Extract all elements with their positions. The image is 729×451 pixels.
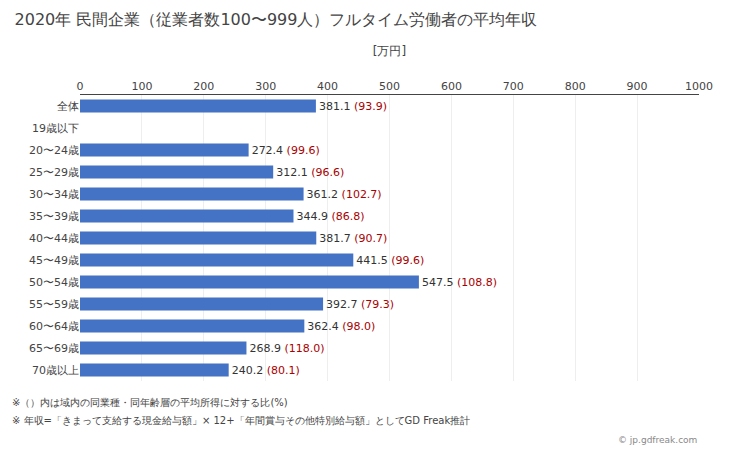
svg-text:40〜44歳: 40〜44歳: [29, 232, 79, 245]
svg-text:312.1 (96.6): 312.1 (96.6): [276, 166, 344, 179]
svg-text:900: 900: [627, 80, 648, 93]
svg-text:19歳以下: 19歳以下: [32, 122, 79, 135]
svg-text:55〜59歳: 55〜59歳: [29, 298, 79, 311]
svg-text:300: 300: [255, 80, 276, 93]
svg-text:362.4 (98.0): 362.4 (98.0): [307, 320, 375, 333]
svg-text:25〜29歳: 25〜29歳: [29, 166, 79, 179]
svg-text:50〜54歳: 50〜54歳: [29, 276, 79, 289]
svg-text:381.7 (90.7): 381.7 (90.7): [319, 232, 387, 245]
svg-text:45〜49歳: 45〜49歳: [29, 254, 79, 267]
svg-text:[万円]: [万円]: [373, 44, 406, 58]
svg-text:200: 200: [193, 80, 214, 93]
svg-text:60〜64歳: 60〜64歳: [29, 320, 79, 333]
svg-text:※（）内は域内の同業種・同年齢層の平均所得に対する比(%): ※（）内は域内の同業種・同年齢層の平均所得に対する比(%): [12, 397, 288, 408]
svg-text:© jp.gdfreak.com: © jp.gdfreak.com: [618, 435, 697, 445]
svg-text:392.7 (79.3): 392.7 (79.3): [326, 298, 394, 311]
svg-text:272.4 (99.6): 272.4 (99.6): [252, 144, 320, 157]
svg-text:1000: 1000: [685, 80, 713, 93]
svg-text:240.2 (80.1): 240.2 (80.1): [232, 364, 300, 377]
svg-text:0: 0: [77, 80, 84, 93]
svg-text:100: 100: [131, 80, 152, 93]
svg-text:500: 500: [379, 80, 400, 93]
svg-text:※ 年収=「きまって支給する現金給与額」× 12+「年間賞与: ※ 年収=「きまって支給する現金給与額」× 12+「年間賞与その他特別給与額」と…: [12, 415, 470, 426]
svg-text:381.1 (93.9): 381.1 (93.9): [319, 100, 387, 113]
svg-text:441.5 (99.6): 441.5 (99.6): [356, 254, 424, 267]
svg-text:400: 400: [317, 80, 338, 93]
svg-text:547.5 (108.8): 547.5 (108.8): [422, 276, 497, 289]
svg-text:20〜24歳: 20〜24歳: [29, 144, 79, 157]
svg-text:30〜34歳: 30〜34歳: [29, 188, 79, 201]
svg-text:70歳以上: 70歳以上: [32, 364, 79, 377]
svg-text:700: 700: [503, 80, 524, 93]
svg-text:361.2 (102.7): 361.2 (102.7): [307, 188, 382, 201]
svg-text:35〜39歳: 35〜39歳: [29, 210, 79, 223]
svg-text:800: 800: [565, 80, 586, 93]
svg-text:344.9 (86.8): 344.9 (86.8): [296, 210, 364, 223]
svg-text:全体: 全体: [57, 100, 79, 113]
svg-text:65〜69歳: 65〜69歳: [29, 342, 79, 355]
svg-text:600: 600: [441, 80, 462, 93]
svg-text:2020年 民間企業（従業者数100〜999人）フルタイム労: 2020年 民間企業（従業者数100〜999人）フルタイム労働者の平均年収: [15, 10, 538, 29]
svg-text:268.9 (118.0): 268.9 (118.0): [249, 342, 324, 355]
